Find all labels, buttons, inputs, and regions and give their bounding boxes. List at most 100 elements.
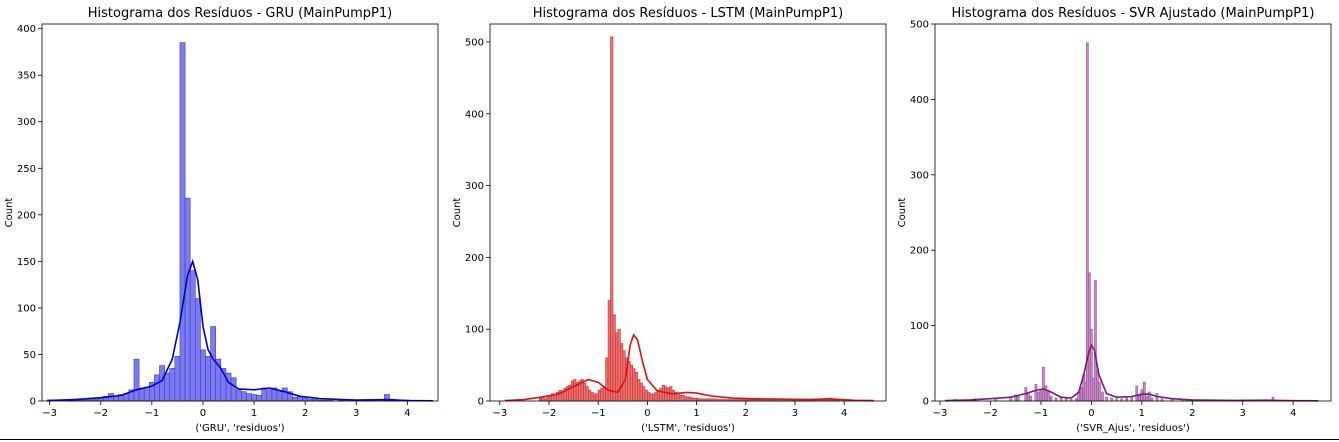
histogram-bar bbox=[113, 396, 119, 402]
chart-panel-1: −3 −2 −1 0 1 2 3 4 0 50 100 150 200 250 300 350 400 Histo… bbox=[4, 6, 439, 434]
histogram-bar bbox=[1137, 394, 1141, 402]
x-axis-label: ('GRU', 'residuos') bbox=[195, 423, 284, 434]
x-tick-label: 2 bbox=[743, 408, 749, 419]
histogram-bar bbox=[585, 386, 589, 402]
histogram-bar bbox=[281, 387, 288, 402]
y-tick-label: 300 bbox=[17, 117, 36, 128]
histogram-bar bbox=[632, 368, 636, 402]
histogram-bar bbox=[583, 382, 587, 402]
kde-line bbox=[945, 343, 1319, 402]
x-tick-label: −1 bbox=[591, 408, 606, 419]
histogram-bar bbox=[1125, 397, 1129, 402]
histogram-bar bbox=[1105, 396, 1108, 402]
y-tick-label: 100 bbox=[910, 321, 929, 332]
x-tick-label: −3 bbox=[492, 408, 507, 419]
y-tick-label: 500 bbox=[910, 20, 929, 31]
histogram-bars bbox=[953, 42, 1310, 402]
chart-panel-2: −3 −2 −1 0 1 2 3 4 0 100 200 300 400 500 Histograma do… bbox=[452, 6, 887, 434]
y-tick-label: 0 bbox=[30, 397, 36, 408]
histogram-bar bbox=[637, 379, 641, 402]
x-tick-label: 0 bbox=[644, 408, 650, 419]
histogram-bar bbox=[629, 364, 633, 402]
histogram-bar bbox=[169, 368, 176, 402]
x-tick-label: 4 bbox=[1290, 408, 1296, 419]
x-tick-label: 0 bbox=[200, 408, 206, 419]
histogram-bar bbox=[230, 377, 237, 402]
y-tick-label: 350 bbox=[17, 71, 36, 82]
x-tick-label: −3 bbox=[933, 408, 948, 419]
histogram-bar bbox=[1039, 389, 1043, 402]
histogram-bar bbox=[693, 397, 697, 402]
x-tick-label: 3 bbox=[1240, 408, 1246, 419]
axes-frame bbox=[41, 23, 439, 402]
histogram-bar bbox=[240, 391, 247, 402]
bottom-rule bbox=[0, 439, 1339, 440]
histogram-bar bbox=[691, 397, 695, 402]
x-tick-label: 0 bbox=[1088, 408, 1094, 419]
y-tick-label: 200 bbox=[910, 246, 929, 257]
chart-title: Histograma dos Resíduos - LSTM (MainPump… bbox=[533, 6, 844, 21]
histogram-bar bbox=[1135, 385, 1139, 402]
y-tick-label: 300 bbox=[465, 181, 484, 192]
histogram-bar bbox=[654, 392, 658, 402]
histogram-bar bbox=[138, 387, 145, 402]
axes-frame bbox=[934, 23, 1332, 402]
y-tick-label: 100 bbox=[17, 303, 36, 314]
histogram-bar bbox=[159, 365, 165, 402]
histogram-bar bbox=[1034, 384, 1038, 402]
histogram-bar bbox=[595, 393, 599, 402]
histogram-bar bbox=[1143, 381, 1146, 402]
histogram-bar bbox=[538, 397, 542, 402]
histogram-bar bbox=[570, 380, 574, 402]
x-tick-label: 3 bbox=[353, 408, 359, 419]
x-tick-label: −3 bbox=[42, 408, 57, 419]
histogram-bar bbox=[292, 396, 298, 402]
x-tick-label: 1 bbox=[693, 408, 699, 419]
histogram-bar bbox=[600, 387, 604, 402]
histogram-bar bbox=[194, 298, 201, 402]
x-tick-label: 3 bbox=[792, 408, 798, 419]
y-tick-label: 500 bbox=[465, 37, 484, 48]
histogram-bar bbox=[684, 396, 688, 402]
y-tick-label: 200 bbox=[465, 253, 484, 264]
chart-title: Histograma dos Resíduos - SVR Ajustado (… bbox=[952, 6, 1315, 21]
histogram-bar bbox=[154, 374, 160, 402]
histogram-bar bbox=[266, 389, 273, 402]
histogram-bar bbox=[546, 397, 550, 402]
histogram-bar bbox=[276, 391, 283, 402]
histogram-bar bbox=[210, 326, 217, 402]
histogram-bar bbox=[1110, 397, 1113, 402]
histogram-bar bbox=[1042, 366, 1045, 402]
y-tick-label: 150 bbox=[17, 257, 36, 268]
x-tick-label: 4 bbox=[841, 408, 847, 419]
histogram-bar bbox=[1027, 393, 1030, 402]
histogram-bar bbox=[1090, 329, 1093, 402]
histogram-bar bbox=[639, 382, 643, 402]
x-tick-label: 2 bbox=[1189, 408, 1195, 419]
histogram-bar bbox=[605, 357, 609, 402]
histogram-bar bbox=[696, 397, 700, 402]
x-tick-label: −2 bbox=[93, 408, 108, 419]
histogram-bar bbox=[615, 332, 619, 402]
y-axis-label: Count bbox=[4, 198, 15, 228]
histogram-bar bbox=[179, 42, 186, 402]
x-axis-label: ('SVR_Ajus', 'residuos') bbox=[1076, 423, 1190, 434]
histogram-bar bbox=[590, 392, 594, 402]
histogram-bar bbox=[1086, 42, 1089, 402]
histogram-bar bbox=[1016, 396, 1020, 402]
histogram-bar bbox=[679, 394, 683, 402]
y-tick-label: 400 bbox=[17, 24, 36, 35]
histogram-bar bbox=[627, 361, 631, 402]
x-tick-label: −2 bbox=[542, 408, 557, 419]
histogram-bar bbox=[553, 394, 557, 402]
y-tick-label: 50 bbox=[23, 350, 36, 361]
histogram-bar bbox=[1054, 397, 1058, 402]
histogram-bar bbox=[573, 379, 577, 402]
y-tick-label: 400 bbox=[465, 109, 484, 120]
y-tick-label: 400 bbox=[910, 95, 929, 106]
histogram-bar bbox=[644, 389, 648, 402]
chart-title: Histograma dos Resíduos - GRU (MainPumpP… bbox=[88, 6, 392, 21]
histogram-bar bbox=[1094, 280, 1097, 402]
histogram-bar bbox=[1037, 391, 1040, 402]
y-axis-label: Count bbox=[897, 198, 908, 228]
